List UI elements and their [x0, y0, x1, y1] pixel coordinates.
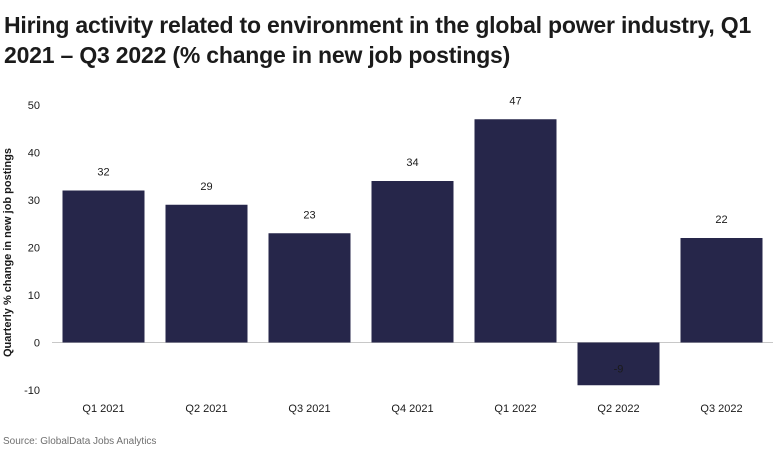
data-label: 23	[303, 209, 315, 221]
y-tick-label: 40	[28, 148, 40, 160]
data-label: -9	[614, 363, 624, 375]
x-tick-label: Q1 2022	[494, 403, 536, 415]
data-label: 29	[200, 181, 212, 193]
y-tick-label: 0	[34, 338, 40, 350]
source-note: Source: GlobalData Jobs Analytics	[3, 436, 157, 447]
bar	[474, 119, 557, 343]
bar	[371, 181, 454, 343]
bar	[577, 342, 660, 386]
x-tick-label: Q3 2021	[288, 403, 330, 415]
chart-title: Hiring activity related to environment i…	[4, 12, 752, 68]
bar	[165, 204, 248, 343]
data-label: 32	[97, 167, 109, 179]
y-tick-label: 30	[28, 195, 40, 207]
data-label: 34	[406, 157, 418, 169]
x-tick-label: Q1 2021	[82, 403, 124, 415]
data-label: 47	[509, 95, 521, 107]
y-tick-label: 50	[28, 100, 40, 112]
bar	[268, 233, 351, 343]
x-tick-label: Q3 2022	[700, 403, 742, 415]
x-tick-label: Q2 2021	[185, 403, 227, 415]
y-tick-label: 10	[28, 290, 40, 302]
x-axis-labels: Q1 2021 Q2 2021 Q3 2021 Q4 2021 Q1 2022 Q2 20…	[82, 403, 742, 415]
y-tick-label: -10	[24, 385, 40, 397]
data-label: 22	[715, 214, 727, 226]
y-axis-ticks: 50 40 30 20 10 0 -10	[24, 100, 40, 397]
bar	[680, 238, 763, 343]
x-tick-label: Q4 2021	[391, 403, 433, 415]
bar	[62, 190, 145, 343]
y-axis-label: Quarterly % change in new job postings	[2, 148, 14, 357]
data-labels: 32 29 23 34 47 -9 22	[97, 95, 727, 375]
y-tick-label: 20	[28, 243, 40, 255]
bar-series	[62, 119, 763, 386]
x-tick-label: Q2 2022	[597, 403, 639, 415]
